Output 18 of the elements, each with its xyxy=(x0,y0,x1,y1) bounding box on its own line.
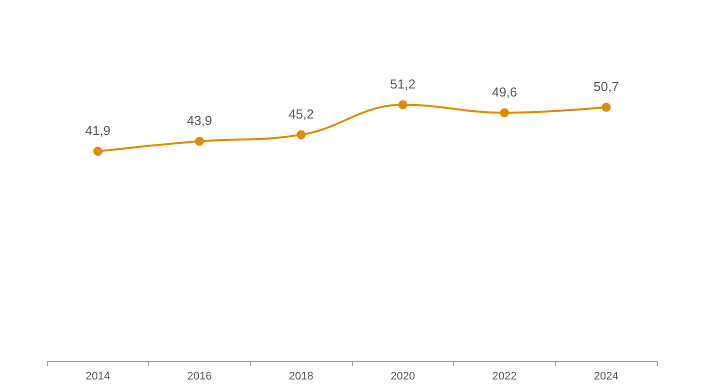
x-tick-label: 2014 xyxy=(86,370,110,382)
data-label: 43,9 xyxy=(186,112,212,128)
data-label: 51,2 xyxy=(390,76,416,92)
x-tick-label: 2020 xyxy=(390,370,416,382)
data-label: 50,7 xyxy=(594,78,619,94)
x-tick-label: 2018 xyxy=(288,370,314,382)
data-label: 45,2 xyxy=(288,106,314,122)
point xyxy=(602,102,611,112)
point xyxy=(500,108,509,118)
x-tick-label: 2024 xyxy=(594,370,618,382)
x-tick-label: 2022 xyxy=(492,370,517,382)
x-tick-label: 2016 xyxy=(187,370,212,382)
data-label: 41,9 xyxy=(85,122,110,138)
data-label: 49,6 xyxy=(492,84,518,100)
point xyxy=(93,146,102,156)
point xyxy=(398,100,408,110)
point xyxy=(195,136,204,146)
point xyxy=(296,130,306,140)
